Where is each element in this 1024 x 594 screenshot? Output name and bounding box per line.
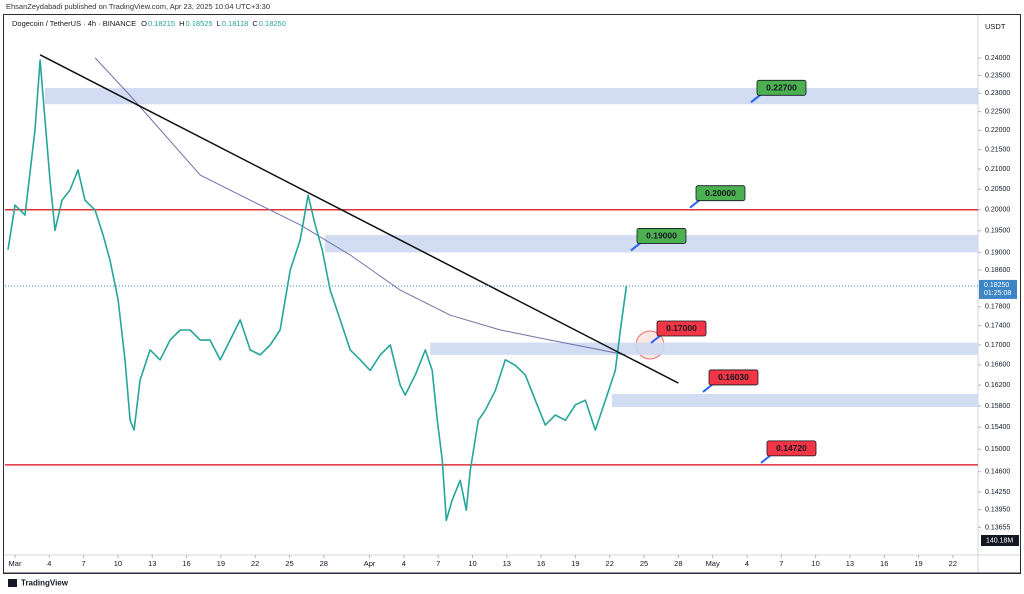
y-tick-label: 0.15400 <box>985 424 1010 431</box>
x-tick-label: 4 <box>402 559 406 568</box>
trendline <box>39 54 679 384</box>
x-tick-label: 7 <box>82 559 86 568</box>
level-label: 0.14720 <box>776 443 807 453</box>
zone <box>44 87 978 105</box>
zone <box>430 342 978 355</box>
x-tick-label: May <box>706 559 720 568</box>
x-tick-label: 13 <box>148 559 156 568</box>
currency: USDT <box>985 22 1006 31</box>
x-tick-label: 16 <box>537 559 545 568</box>
x-tick-label: 13 <box>846 559 854 568</box>
y-tick-label: 0.19500 <box>985 228 1010 235</box>
y-tick-label: 0.19000 <box>985 249 1010 256</box>
x-tick-label: 25 <box>640 559 648 568</box>
level-label-box <box>756 79 807 96</box>
y-tick-label: 0.20500 <box>985 186 1010 193</box>
level-label-box <box>636 228 687 244</box>
y-tick-label: 0.22500 <box>985 108 1010 115</box>
x-tick-label: 22 <box>949 559 957 568</box>
ohlc-key: L <box>217 19 221 28</box>
ohlc-key: C <box>252 19 258 28</box>
ohlc-value: 0.18250 <box>259 19 286 28</box>
y-tick-label: 0.17800 <box>985 304 1010 311</box>
level-label-box <box>766 440 817 457</box>
x-tick-label: 7 <box>779 559 783 568</box>
ohlc-key: O <box>141 19 147 28</box>
volume-label: 140.18M <box>986 537 1013 544</box>
x-tick-label: 22 <box>251 559 259 568</box>
x-tick-label: 4 <box>47 559 51 568</box>
y-tick-label: 0.13655 <box>985 524 1010 531</box>
x-tick-label: 19 <box>571 559 579 568</box>
x-tick-label: 22 <box>606 559 614 568</box>
ohlc-key: H <box>179 19 184 28</box>
y-tick-label: 0.21000 <box>985 166 1010 173</box>
x-tick-label: 7 <box>436 559 440 568</box>
y-tick-label: 0.13950 <box>985 506 1010 513</box>
y-tick-label: 0.23500 <box>985 72 1010 79</box>
x-tick-label: 4 <box>745 559 749 568</box>
x-tick-label: 16 <box>880 559 888 568</box>
moving-average <box>94 57 626 356</box>
brand: TradingView <box>21 579 69 588</box>
y-tick-label: 0.17000 <box>985 342 1010 349</box>
level-label-box <box>656 320 707 337</box>
last-price-box <box>979 279 1017 299</box>
y-tick-label: 0.24000 <box>985 55 1010 62</box>
level-label-box <box>695 185 746 202</box>
y-tick-label: 0.20000 <box>985 207 1010 214</box>
x-tick-label: 13 <box>503 559 511 568</box>
last-price-label: 0.18250 <box>984 282 1009 289</box>
y-tick-label: 0.16600 <box>985 362 1010 369</box>
ohlc-value: 0.18525 <box>185 19 212 28</box>
x-tick-label: 28 <box>674 559 682 568</box>
price-line <box>7 59 628 522</box>
x-tick-label: 28 <box>320 559 328 568</box>
countdown: 01:25:08 <box>984 290 1011 297</box>
x-tick-label: 19 <box>217 559 225 568</box>
ohlc-value: 0.18215 <box>148 19 175 28</box>
volume-box <box>981 535 1019 546</box>
x-tick-label: 19 <box>914 559 922 568</box>
x-tick-label: 25 <box>285 559 293 568</box>
y-tick-label: 0.16200 <box>985 382 1010 389</box>
author-line: EhsanZeydabadi published on TradingView.… <box>6 2 270 11</box>
brand-logo <box>8 579 17 587</box>
y-tick-label: 0.22000 <box>985 127 1010 134</box>
y-tick-label: 0.15800 <box>985 403 1010 410</box>
y-tick-label: 0.17400 <box>985 322 1010 329</box>
y-tick-label: 0.14600 <box>985 469 1010 476</box>
level-label: 0.17000 <box>666 323 697 333</box>
level-label: 0.16030 <box>718 372 749 382</box>
x-tick-label: 10 <box>811 559 819 568</box>
level-label-box <box>708 369 759 386</box>
x-tick-label: 10 <box>114 559 122 568</box>
x-tick-label: Apr <box>364 559 376 568</box>
level-label: 0.19000 <box>646 230 677 240</box>
symbol: Dogecoin / TetherUS · 4h · BINANCE <box>12 19 136 28</box>
y-tick-label: 0.23000 <box>985 90 1010 97</box>
x-tick-label: 16 <box>182 559 190 568</box>
ohlc-value: 0.18118 <box>222 19 249 28</box>
level-label: 0.20000 <box>705 188 736 198</box>
y-tick-label: 0.14250 <box>985 489 1010 496</box>
x-tick-label: Mar <box>9 559 22 568</box>
level-label: 0.22700 <box>766 82 797 92</box>
zone <box>612 393 978 408</box>
y-tick-label: 0.15000 <box>985 446 1010 453</box>
y-tick-label: 0.21500 <box>985 146 1010 153</box>
x-tick-label: 10 <box>468 559 476 568</box>
y-tick-label: 0.18600 <box>985 267 1010 274</box>
